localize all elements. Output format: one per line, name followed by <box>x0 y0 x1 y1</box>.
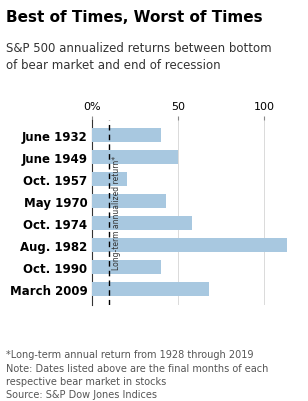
Bar <box>92 129 161 143</box>
Bar <box>92 172 127 187</box>
Bar <box>92 194 166 209</box>
Text: Best of Times, Worst of Times: Best of Times, Worst of Times <box>6 10 263 25</box>
Bar <box>92 151 178 165</box>
Bar <box>92 282 209 296</box>
Text: S&P 500 annualized returns between bottom
of bear market and end of recession: S&P 500 annualized returns between botto… <box>6 42 272 72</box>
Bar <box>92 217 192 231</box>
Text: Long-term annualized return*: Long-term annualized return* <box>112 156 121 269</box>
Text: *Long-term annual return from 1928 through 2019
Note: Dates listed above are the: *Long-term annual return from 1928 throu… <box>6 350 269 399</box>
Bar <box>92 238 287 253</box>
Bar <box>92 260 161 274</box>
